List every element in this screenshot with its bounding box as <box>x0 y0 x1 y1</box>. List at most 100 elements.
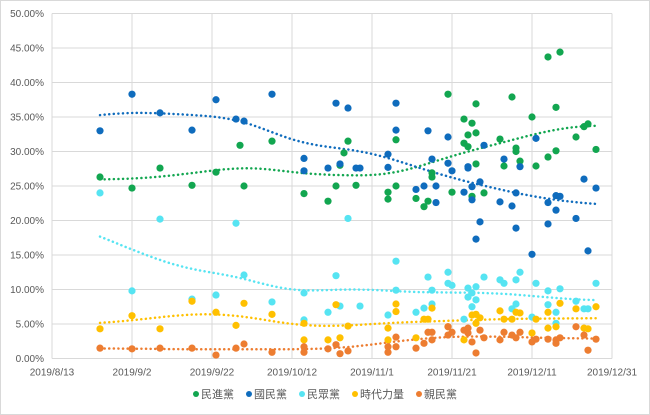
legend-marker-icon <box>193 391 199 397</box>
data-point <box>468 338 476 346</box>
data-point <box>516 268 524 276</box>
data-point <box>552 308 560 316</box>
data-point <box>268 298 276 306</box>
data-point <box>240 340 248 348</box>
data-point <box>592 303 600 311</box>
data-point <box>500 328 508 336</box>
data-point <box>552 206 560 214</box>
data-point <box>412 194 420 203</box>
data-point <box>356 164 364 172</box>
data-point <box>444 323 452 331</box>
data-point <box>336 350 344 358</box>
legend-label: 親民黨 <box>424 389 457 401</box>
data-point <box>412 308 420 316</box>
data-point <box>232 321 240 329</box>
data-point <box>96 173 104 181</box>
data-point <box>432 182 440 190</box>
data-point <box>384 163 392 171</box>
data-point <box>460 315 468 323</box>
data-point <box>532 315 540 323</box>
data-point <box>592 184 600 192</box>
data-point <box>584 346 592 354</box>
data-point <box>332 99 340 107</box>
data-point <box>556 334 564 342</box>
data-point <box>528 113 536 121</box>
data-point <box>428 328 436 336</box>
data-point <box>468 303 476 311</box>
data-point <box>240 271 248 279</box>
data-point <box>324 345 332 353</box>
data-point <box>392 257 400 265</box>
legend-item: 親民黨 <box>416 386 457 402</box>
data-point <box>448 328 456 336</box>
data-point <box>552 323 560 331</box>
data-point <box>424 273 432 281</box>
data-point <box>508 202 516 210</box>
data-point <box>384 195 392 203</box>
data-point <box>128 312 136 320</box>
data-point <box>592 279 600 287</box>
data-point <box>512 224 520 232</box>
data-point <box>412 185 420 194</box>
data-point <box>392 333 400 341</box>
data-point <box>480 141 488 149</box>
data-point <box>464 163 472 171</box>
x-tick-label: 2019/12/31 <box>587 368 637 379</box>
y-tick-label: 40.00% <box>10 78 44 89</box>
data-point <box>300 343 308 351</box>
data-point <box>544 153 552 161</box>
data-point <box>464 329 472 337</box>
data-point <box>544 287 552 295</box>
data-point <box>532 279 540 287</box>
data-point <box>580 331 588 339</box>
data-point <box>500 279 508 287</box>
legend-label: 時代力量 <box>360 389 404 401</box>
legend-label: 國民黨 <box>254 389 287 401</box>
data-point <box>240 299 248 307</box>
data-point <box>332 301 340 309</box>
data-point <box>496 336 504 344</box>
data-point <box>472 319 480 327</box>
data-point <box>584 120 592 128</box>
data-point <box>240 117 248 125</box>
data-point <box>156 344 164 352</box>
data-point <box>428 155 436 163</box>
data-point <box>472 235 480 243</box>
data-point <box>444 133 452 141</box>
data-point <box>268 137 276 145</box>
data-point <box>392 300 400 308</box>
data-point <box>96 325 104 333</box>
data-point <box>212 308 220 316</box>
y-tick-label: 45.00% <box>10 44 44 55</box>
data-point <box>516 157 524 165</box>
data-point <box>516 328 524 336</box>
data-point <box>324 336 332 344</box>
data-point <box>592 145 600 154</box>
data-point <box>212 291 220 299</box>
data-point <box>544 301 552 309</box>
data-point <box>552 339 560 347</box>
data-point <box>468 196 476 204</box>
data-point <box>300 189 308 198</box>
legend-marker-icon <box>416 391 422 397</box>
data-point <box>500 315 508 323</box>
data-point <box>352 181 360 189</box>
data-point <box>384 188 392 196</box>
data-point <box>516 309 524 317</box>
data-point <box>556 192 564 200</box>
data-point <box>300 154 308 162</box>
data-point <box>332 182 340 190</box>
data-point <box>188 297 196 305</box>
data-point <box>428 173 436 181</box>
data-point <box>476 218 484 226</box>
data-point <box>212 351 220 359</box>
data-point <box>472 296 480 304</box>
legend-item: 國民黨 <box>246 386 287 402</box>
y-tick-label: 30.00% <box>10 147 44 158</box>
x-tick-label: 2019/10/12 <box>267 368 317 379</box>
data-point <box>344 347 352 355</box>
data-point <box>188 344 196 352</box>
data-point <box>464 131 472 139</box>
data-point <box>584 247 592 255</box>
